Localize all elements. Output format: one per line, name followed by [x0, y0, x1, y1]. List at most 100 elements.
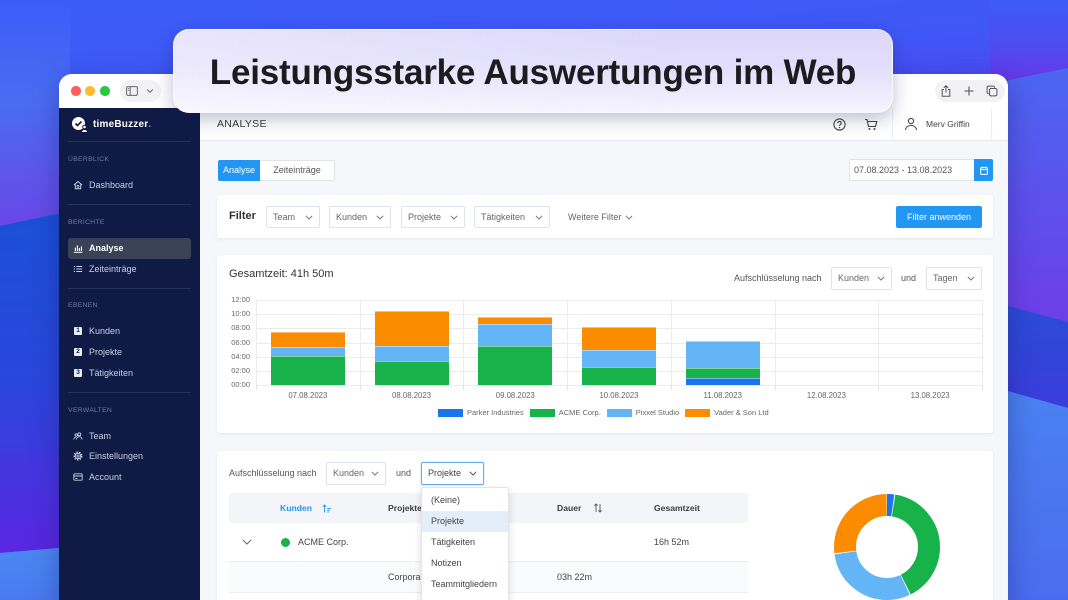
donut-segment[interactable]: ACME Corp. [834, 494, 940, 600]
sidebar-item-team[interactable]: Team [68, 426, 191, 447]
brand-logo[interactable]: timeBuzzer. [71, 115, 151, 133]
sidebar-item-taetigkeiten[interactable]: 3 Tätigkeiten [68, 363, 191, 384]
bar-segment[interactable] [582, 326, 657, 350]
sidebar-item-label: Projekte [89, 347, 123, 357]
column-header-projekte[interactable]: Projekte [388, 503, 422, 513]
cart-icon[interactable] [864, 118, 878, 131]
bar-segment[interactable] [478, 317, 553, 325]
section-label-ebenen: EBENEN [68, 302, 98, 309]
x-tick-label: 12.08.2023 [806, 391, 846, 400]
chevron-down-icon [469, 471, 477, 476]
sidebar-item-analyse[interactable]: Analyse [68, 237, 191, 259]
legend-item[interactable]: Vader & Son Ltd [685, 408, 769, 417]
bar-segment[interactable] [582, 349, 657, 367]
x-tick-label: 13.08.2023 [910, 391, 950, 400]
bar-segment[interactable] [478, 346, 553, 385]
sort-ascending-icon[interactable] [322, 503, 332, 513]
gridline-vertical [567, 300, 568, 385]
legend-item[interactable]: Parker Industries [438, 408, 524, 417]
sidebar-item-account[interactable]: Account [68, 467, 191, 488]
legend-item[interactable]: Pixxel Studio [606, 408, 679, 417]
bar-segment[interactable] [374, 311, 449, 347]
legend-label: ACME Corp. [558, 408, 601, 417]
legend-item[interactable]: ACME Corp. [529, 408, 601, 417]
sidebar-item-projekte[interactable]: 2 Projekte [68, 342, 191, 363]
chevron-down-icon [305, 215, 313, 220]
dropdown-option-taetigkeiten[interactable]: Tätigkeiten [431, 537, 476, 547]
sidebar-item-kunden[interactable]: 1 Kunden [68, 321, 191, 342]
column-header-kunden[interactable]: Kunden [280, 493, 332, 523]
donut-segment[interactable]: Parker Industries [834, 494, 940, 600]
chevron-down-icon [967, 276, 975, 281]
dropdown-option-teammitgliedern[interactable]: Teammitgliedern [431, 579, 498, 589]
filter-projekte-select[interactable]: Projekte [401, 206, 465, 228]
column-header-dauer[interactable]: Dauer [557, 493, 603, 523]
bar-segment[interactable] [582, 366, 657, 385]
bar-segment[interactable] [374, 361, 449, 385]
section-label-ueberblick: ÜBERBLICK [68, 156, 110, 163]
dropdown-option-notizen[interactable]: Notizen [431, 558, 462, 568]
bar-segment[interactable] [271, 346, 345, 357]
bar-segment[interactable] [374, 346, 449, 362]
tab-analyse[interactable]: Analyse [218, 160, 260, 181]
select-value: Projekte [408, 212, 442, 222]
calendar-button[interactable] [974, 159, 993, 181]
help-icon[interactable] [833, 118, 846, 131]
top-header: ANALYSE Merv Griffin [200, 108, 1008, 141]
more-filters-label: Weitere Filter [568, 212, 622, 222]
bar-segment[interactable] [685, 377, 760, 385]
x-tick-label: 10.08.2023 [599, 391, 639, 400]
filter-kunden-select[interactable]: Kunden [329, 206, 391, 228]
sidebar-item-dashboard[interactable]: Dashboard [68, 175, 191, 196]
filter-taetigkeiten-select[interactable]: Tätigkeiten [474, 206, 550, 228]
chart-card: Gesamtzeit: 41h 50m Aufschlüsselung nach… [217, 255, 993, 433]
tabs-icon[interactable] [986, 85, 998, 97]
close-window-button[interactable] [71, 86, 81, 96]
table-and-label: und [396, 468, 412, 478]
expand-chevron-icon[interactable] [242, 523, 252, 561]
sidebar-item-einstellungen[interactable]: Einstellungen [68, 446, 191, 467]
user-icon[interactable] [904, 117, 918, 131]
select-value: Tagen [933, 273, 958, 283]
share-icon[interactable] [941, 85, 951, 97]
dropdown-option-projekte[interactable]: Projekte [422, 511, 508, 532]
user-name[interactable]: Merv Griffin [926, 119, 970, 129]
date-range-input[interactable]: 07.08.2023 - 13.08.2023 [849, 159, 974, 181]
sort-icon[interactable] [593, 503, 603, 513]
sidebar-item-label: Team [89, 431, 112, 441]
more-filters-button[interactable]: Weitere Filter [568, 206, 633, 228]
x-tick-mark [463, 385, 464, 390]
tab-zeiteintraege[interactable]: Zeiteinträge [260, 160, 335, 181]
table-breakdown-secondary-select[interactable]: Projekte [421, 462, 484, 485]
dropdown-option-keine[interactable]: (Keine) [431, 495, 461, 505]
table-breakdown-primary-select[interactable]: Kunden [326, 462, 386, 485]
filter-team-select[interactable]: Team [266, 206, 320, 228]
apply-filter-button[interactable]: Filter anwenden [896, 206, 982, 228]
chart-breakdown-secondary-select[interactable]: Tagen [926, 267, 982, 290]
and-label: und [901, 273, 917, 283]
minimize-window-button[interactable] [85, 86, 95, 96]
customer-name: ACME Corp. [298, 537, 349, 547]
bar-segment[interactable] [271, 331, 345, 347]
select-value: Kunden [336, 212, 368, 222]
bar-segment[interactable] [271, 356, 345, 385]
sidebar-divider [68, 204, 191, 205]
chart-breakdown-primary-select[interactable]: Kunden [831, 267, 892, 290]
sidebar: timeBuzzer. ÜBERBLICK Dashboard BERICHTE… [59, 108, 200, 600]
browser-window: timeBuzzer. ÜBERBLICK Dashboard BERICHTE… [59, 74, 1008, 600]
list-icon [73, 264, 83, 274]
sidebar-toggle-button[interactable] [120, 80, 161, 102]
bar-segment[interactable] [478, 324, 553, 347]
maximize-window-button[interactable] [100, 86, 110, 96]
bar-segment[interactable] [685, 367, 760, 378]
level-2-badge-icon: 2 [73, 347, 83, 357]
sidebar-item-label: Zeiteinträge [89, 264, 137, 274]
sidebar-item-zeiteintraege[interactable]: Zeiteinträge [68, 259, 191, 280]
plus-icon[interactable] [964, 86, 974, 96]
column-header-gesamtzeit[interactable]: Gesamtzeit [654, 503, 700, 513]
bar-segment[interactable] [685, 341, 760, 368]
select-value: Kunden [838, 273, 870, 283]
donut-segment[interactable]: Vader & Son Ltd [834, 494, 940, 600]
donut-segment[interactable]: Pixxel Studio [834, 494, 940, 600]
